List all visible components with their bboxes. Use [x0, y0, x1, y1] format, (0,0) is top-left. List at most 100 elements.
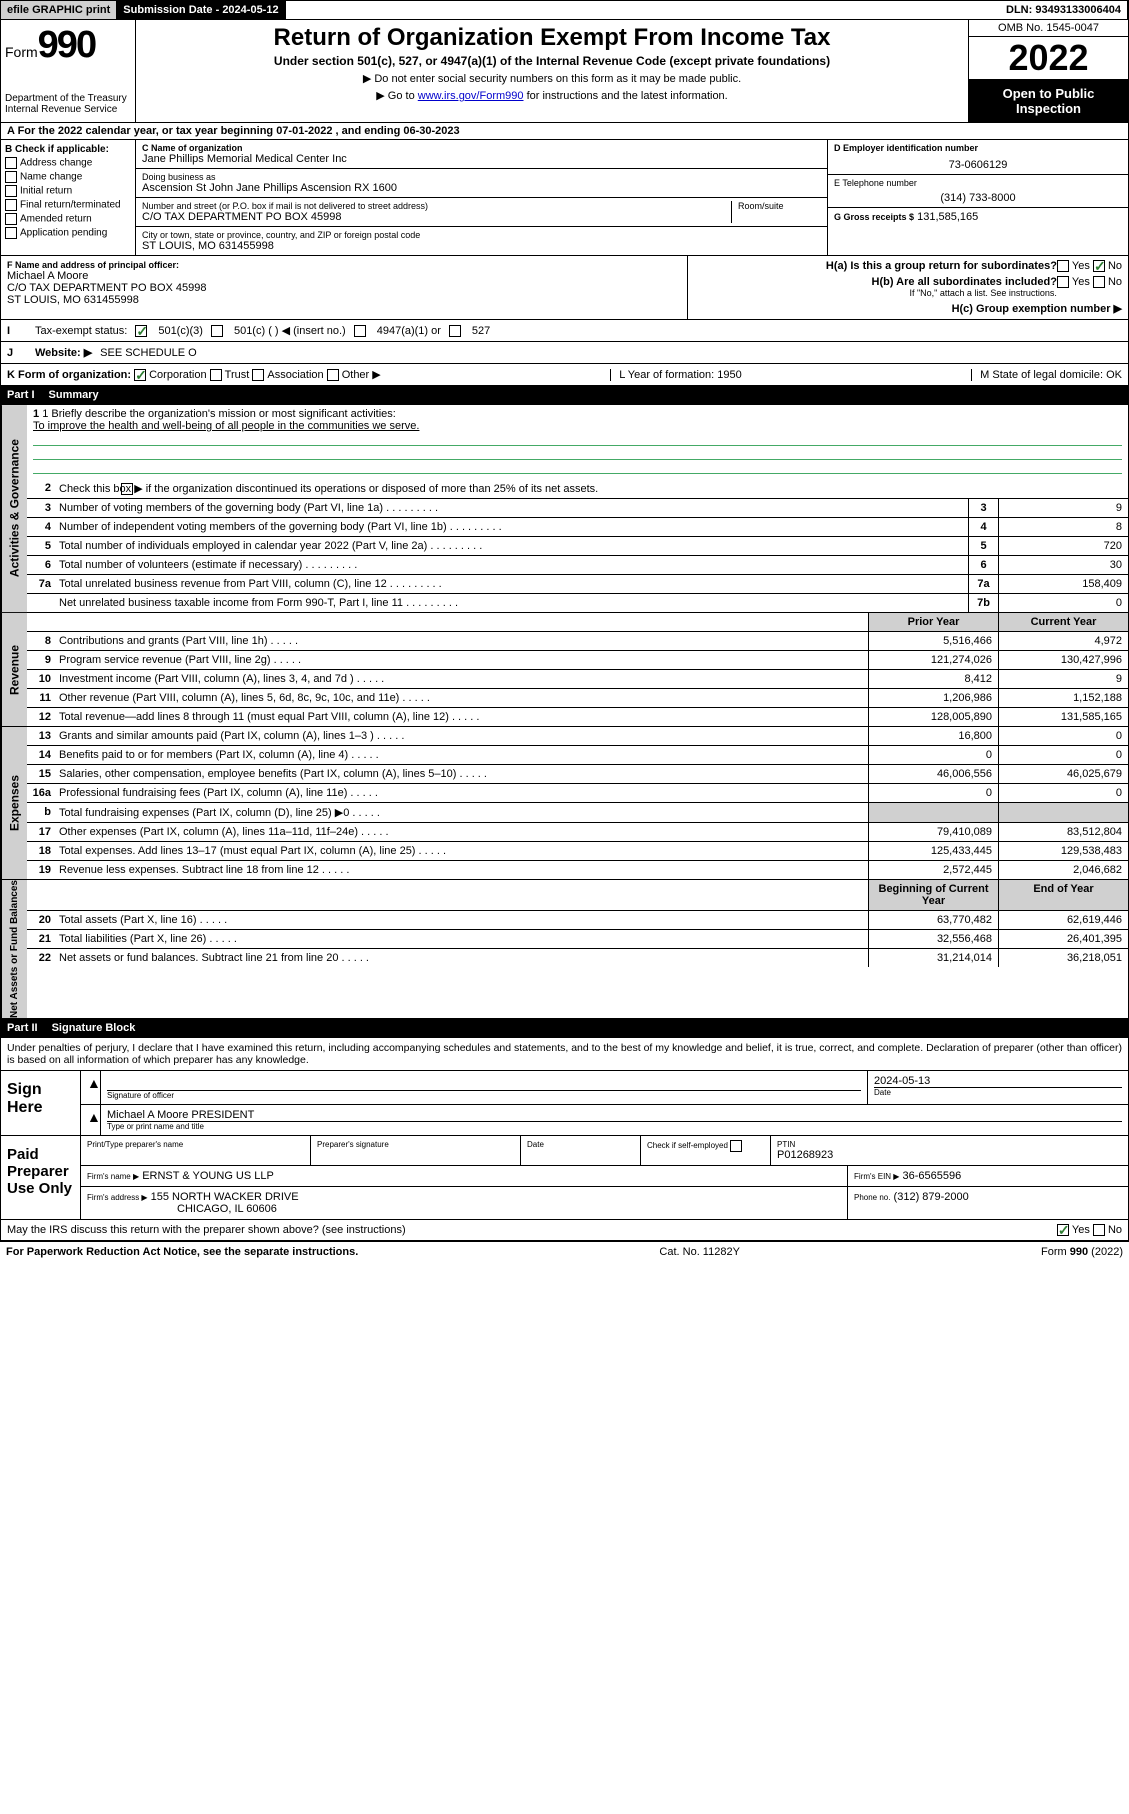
chk-application-pending[interactable]: Application pending — [5, 227, 131, 239]
part-i-governance: Activities & Governance 1 1 Briefly desc… — [0, 405, 1129, 613]
part-i-revenue: Revenue Prior Year Current Year 8Contrib… — [0, 613, 1129, 727]
pra-notice: For Paperwork Reduction Act Notice, see … — [6, 1246, 358, 1258]
table-row: 12Total revenue—add lines 8 through 11 (… — [27, 708, 1128, 726]
j-label: Website: ▶ — [35, 346, 92, 359]
table-row: 16aProfessional fundraising fees (Part I… — [27, 784, 1128, 803]
sig-officer-label: Signature of officer — [107, 1091, 861, 1100]
omb-number: OMB No. 1545-0047 — [969, 20, 1128, 37]
b-label: B Check if applicable: — [5, 144, 131, 155]
part-i-expenses: Expenses 13Grants and similar amounts pa… — [0, 727, 1129, 880]
officer-printed: Michael A Moore PRESIDENT — [107, 1109, 1122, 1122]
street-address: C/O TAX DEPARTMENT PO BOX 45998 — [142, 211, 731, 223]
chk-4947[interactable] — [354, 325, 366, 337]
firm-ein-label: Firm's EIN ▶ — [854, 1172, 899, 1181]
date-label: Date — [874, 1088, 1122, 1097]
chk-name-change[interactable]: Name change — [5, 171, 131, 183]
ein-value: 73-0606129 — [834, 159, 1122, 171]
cat-no: Cat. No. 11282Y — [659, 1246, 740, 1258]
sign-here-block: Sign Here ▲ Signature of officer 2024-05… — [0, 1071, 1129, 1136]
chk-amended-return[interactable]: Amended return — [5, 213, 131, 225]
ha-no[interactable] — [1093, 260, 1105, 272]
chk-self-employed[interactable] — [730, 1140, 742, 1152]
city-value: ST LOUIS, MO 631455998 — [142, 240, 821, 252]
part-i-netassets: Net Assets or Fund Balances Beginning of… — [0, 880, 1129, 1019]
h-a: H(a) Is this a group return for subordin… — [694, 260, 1122, 272]
arrow-icon: ▲ — [81, 1105, 101, 1135]
room-label: Room/suite — [738, 201, 821, 211]
phone-value: (314) 733-8000 — [834, 192, 1122, 204]
line-2: 2 Check this box ▶ if the organization d… — [27, 479, 1128, 499]
officer-addr1: C/O TAX DEPARTMENT PO BOX 45998 — [7, 282, 681, 294]
table-row: 9Program service revenue (Part VIII, lin… — [27, 651, 1128, 670]
ptin-value: P01268923 — [777, 1149, 1122, 1161]
chk-501c[interactable] — [211, 325, 223, 337]
table-row: 14Benefits paid to or for members (Part … — [27, 746, 1128, 765]
firm-phone: (312) 879-2000 — [894, 1191, 969, 1203]
form-ref: Form 990 (2022) — [1041, 1246, 1123, 1258]
g-gross-label: G Gross receipts $ — [834, 212, 914, 222]
firm-addr2: CHICAGO, IL 60606 — [177, 1203, 277, 1215]
chk-other[interactable] — [327, 369, 339, 381]
discuss-row: May the IRS discuss this return with the… — [0, 1220, 1129, 1241]
dba-label: Doing business as — [142, 172, 821, 182]
row-a-taxyear: A For the 2022 calendar year, or tax yea… — [0, 123, 1129, 140]
sig-date: 2024-05-13 — [874, 1075, 1122, 1088]
preparer-name-label: Print/Type preparer's name — [87, 1140, 304, 1149]
table-row: 13Grants and similar amounts paid (Part … — [27, 727, 1128, 746]
table-row: 10Investment income (Part VIII, column (… — [27, 670, 1128, 689]
col-b-checkboxes: B Check if applicable: Address change Na… — [1, 140, 136, 255]
dln: DLN: 93493133006404 — [1000, 1, 1128, 19]
topbar: efile GRAPHIC print Submission Date - 20… — [0, 0, 1129, 20]
discuss-no[interactable] — [1093, 1224, 1105, 1236]
chk-assoc[interactable] — [252, 369, 264, 381]
row-k-l-m: K Form of organization: Corporation Trus… — [0, 364, 1129, 386]
h-c: H(c) Group exemption number ▶ — [694, 302, 1122, 315]
mission-block: 1 1 Briefly describe the organization's … — [27, 405, 1128, 479]
website-value: SEE SCHEDULE O — [100, 347, 197, 359]
m-state: M State of legal domicile: OK — [971, 369, 1122, 381]
open-public: Open to Public Inspection — [969, 80, 1128, 122]
chk-trust[interactable] — [210, 369, 222, 381]
dept-treasury: Department of the Treasury — [5, 93, 131, 104]
row-f-h: F Name and address of principal officer:… — [0, 256, 1129, 320]
arrow-icon: ▲ — [81, 1071, 101, 1104]
officer-name: Michael A Moore — [7, 270, 681, 282]
table-row: 18Total expenses. Add lines 13–17 (must … — [27, 842, 1128, 861]
chk-address-change[interactable]: Address change — [5, 157, 131, 169]
irs-label: Internal Revenue Service — [5, 104, 131, 115]
firm-addr1: 155 NORTH WACKER DRIVE — [151, 1191, 299, 1203]
discuss-label: May the IRS discuss this return with the… — [7, 1224, 406, 1236]
city-label: City or town, state or province, country… — [142, 230, 821, 240]
sidetab-revenue: Revenue — [1, 613, 27, 726]
goto-note: ▶ Go to www.irs.gov/Form990 for instruct… — [144, 89, 960, 102]
c-name-label: C Name of organization — [142, 143, 821, 153]
self-employed-label: Check if self-employed — [647, 1141, 728, 1150]
hb-yes[interactable] — [1057, 276, 1069, 288]
ssn-note: ▶ Do not enter social security numbers o… — [144, 72, 960, 85]
chk-527[interactable] — [449, 325, 461, 337]
table-row: 20Total assets (Part X, line 16) . . . .… — [27, 911, 1128, 930]
hb-no[interactable] — [1093, 276, 1105, 288]
chk-501c3[interactable] — [135, 325, 147, 337]
table-row: 17Other expenses (Part IX, column (A), l… — [27, 823, 1128, 842]
gross-receipts: 131,585,165 — [917, 211, 978, 223]
preparer-date-label: Date — [527, 1140, 634, 1149]
part-ii-header: Part IISignature Block — [0, 1019, 1129, 1038]
firm-ein: 36-6565596 — [903, 1170, 962, 1182]
rev-header-row: Prior Year Current Year — [27, 613, 1128, 632]
perjury-declaration: Under penalties of perjury, I declare th… — [0, 1038, 1129, 1071]
efile-label[interactable]: efile GRAPHIC print — [1, 1, 117, 19]
chk-discontinued[interactable] — [121, 483, 133, 495]
officer-addr2: ST LOUIS, MO 631455998 — [7, 294, 681, 306]
discuss-yes[interactable] — [1057, 1224, 1069, 1236]
chk-initial-return[interactable]: Initial return — [5, 185, 131, 197]
row-i: I Tax-exempt status: 501(c)(3) 501(c) ( … — [0, 320, 1129, 342]
ha-yes[interactable] — [1057, 260, 1069, 272]
irs-link[interactable]: www.irs.gov/Form990 — [418, 90, 524, 102]
chk-final-return[interactable]: Final return/terminated — [5, 199, 131, 211]
firm-name: ERNST & YOUNG US LLP — [142, 1170, 274, 1182]
chk-corp[interactable] — [134, 369, 146, 381]
row-j: J Website: ▶ SEE SCHEDULE O — [0, 342, 1129, 364]
table-row: bTotal fundraising expenses (Part IX, co… — [27, 803, 1128, 823]
table-row: 5Total number of individuals employed in… — [27, 537, 1128, 556]
